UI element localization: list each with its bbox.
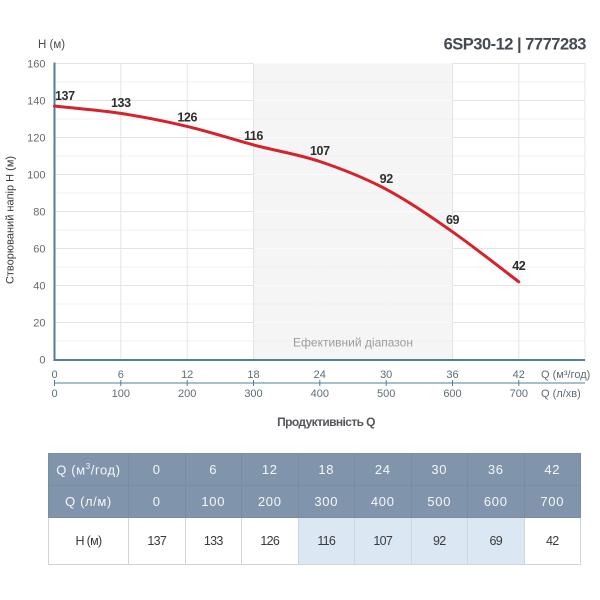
svg-text:160: 160 (27, 59, 45, 71)
svg-text:40: 40 (33, 281, 45, 293)
svg-text:600: 600 (443, 388, 461, 400)
svg-text:60: 60 (33, 244, 45, 256)
svg-text:107: 107 (310, 144, 330, 158)
svg-text:126: 126 (177, 111, 197, 125)
svg-text:500: 500 (377, 388, 395, 400)
svg-text:300: 300 (244, 388, 262, 400)
svg-text:42: 42 (512, 259, 526, 273)
svg-text:0: 0 (39, 355, 45, 367)
svg-text:200: 200 (178, 388, 196, 400)
svg-text:42: 42 (513, 369, 525, 381)
svg-text:18: 18 (247, 369, 259, 381)
svg-text:20: 20 (33, 318, 45, 330)
svg-text:0: 0 (51, 388, 57, 400)
svg-text:100: 100 (27, 170, 45, 182)
svg-text:6SP30-12 | 7777283: 6SP30-12 | 7777283 (444, 36, 587, 54)
svg-text:100: 100 (112, 388, 130, 400)
svg-text:Ефективний діапазон: Ефективний діапазон (293, 336, 413, 350)
svg-text:140: 140 (27, 96, 45, 108)
svg-text:12: 12 (181, 369, 193, 381)
svg-text:24: 24 (314, 369, 326, 381)
svg-text:36: 36 (446, 369, 458, 381)
svg-text:Продуктивність Q: Продуктивність Q (277, 415, 375, 429)
svg-text:116: 116 (244, 129, 263, 143)
svg-text:92: 92 (380, 172, 394, 186)
svg-text:Створюваний напір Н (м): Створюваний напір Н (м) (5, 156, 17, 284)
svg-text:69: 69 (446, 213, 460, 227)
svg-text:0: 0 (51, 369, 57, 381)
svg-text:Q (м³/год): Q (м³/год) (541, 369, 590, 381)
svg-text:6: 6 (118, 369, 124, 381)
svg-text:30: 30 (380, 369, 392, 381)
svg-text:133: 133 (111, 96, 131, 110)
svg-text:Н (м): Н (м) (38, 39, 65, 51)
svg-text:80: 80 (33, 207, 45, 219)
svg-text:Q (л/хв): Q (л/хв) (541, 388, 581, 400)
svg-text:400: 400 (311, 388, 329, 400)
svg-text:120: 120 (27, 133, 45, 145)
svg-text:700: 700 (510, 388, 528, 400)
svg-text:137: 137 (55, 89, 75, 103)
